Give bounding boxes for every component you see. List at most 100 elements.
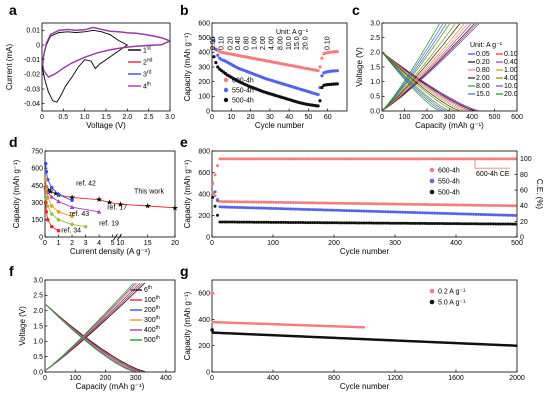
marker-ref. 42 — [70, 198, 74, 203]
legend-marker-550-4h — [429, 178, 435, 184]
point-600-4h — [440, 203, 444, 207]
point-600-4h CE — [440, 157, 444, 161]
point-600-4h CE — [306, 157, 310, 161]
x-tick-label-f: 300 — [130, 375, 142, 382]
x-ticks-b: 0 10 20 30 40 50 60 — [210, 108, 332, 121]
point-500-4h — [223, 220, 227, 224]
y-tick-label-b: 100 — [198, 94, 210, 101]
point-600-4h — [328, 201, 332, 205]
point-600-4h CE — [430, 157, 434, 161]
point-600-4h — [211, 191, 215, 195]
x-tick-label-g: 1200 — [387, 375, 403, 382]
point-500-4h — [481, 222, 485, 226]
legend-label-6th-sup: th — [148, 285, 152, 291]
marker-This work: ★ — [47, 187, 54, 196]
legend-label-5.0 A g⁻¹: 5.0 A g⁻¹ — [438, 300, 466, 307]
point-500-4h — [257, 220, 261, 224]
point-500-4h — [311, 221, 315, 225]
point-600-4h — [313, 201, 317, 205]
point-500-4h — [212, 55, 216, 59]
point-600-4h CE — [386, 157, 390, 161]
point-550-4h — [352, 209, 356, 213]
x-tick-label-e: 300 — [389, 240, 401, 247]
point-600-4h CE — [267, 157, 271, 161]
point-550-4h — [298, 207, 302, 211]
point-550-4h — [455, 212, 459, 216]
point-550-4h — [340, 208, 344, 212]
point-550-4h — [367, 209, 371, 213]
point-600-4h — [303, 201, 307, 205]
x-tick-label-a: 1.5 — [101, 114, 111, 121]
point-500-4h — [499, 222, 503, 226]
point-600-4h — [401, 202, 405, 206]
point-550-4h — [401, 210, 405, 214]
point-500-4h — [511, 222, 515, 226]
panel-letter-c: c — [352, 2, 360, 18]
point-600-4h CE — [477, 157, 481, 161]
rate-label: 2.00 — [260, 36, 267, 50]
y-axis-label-a: Current (mA) — [5, 44, 14, 91]
point-600-4h — [418, 202, 422, 206]
x-ticks-a: 0 0.5 1.0 1.5 2.0 2.5 3.0 — [40, 108, 175, 121]
y-tick-label-c: 2.5 — [370, 35, 380, 42]
point-500-4h — [489, 222, 493, 226]
point-500-4h — [255, 220, 259, 224]
point-500-4h — [455, 222, 459, 226]
point-600-4h — [355, 202, 359, 206]
point-550-4h — [214, 47, 218, 52]
y-tick-label-b: 600 — [198, 20, 210, 27]
point-500-4h — [384, 221, 388, 225]
point-550-4h — [296, 207, 300, 211]
point-600-4h CE — [511, 157, 515, 161]
y-axis-label-f: Voltage (V) — [18, 306, 27, 346]
legend-marker-500-4h — [429, 189, 435, 195]
point-600-4h — [289, 201, 293, 205]
rate-label: 0.10 — [325, 36, 332, 50]
charge-curve-4.00 — [381, 23, 456, 111]
point-500-4h — [328, 221, 332, 225]
x-tick-label-c: 300 — [444, 114, 456, 121]
marker-ref. 43 — [49, 204, 54, 208]
legend-marker-0.2 A g⁻¹ — [429, 288, 435, 294]
point-600-4h — [267, 200, 271, 204]
point-500-4h — [435, 222, 439, 226]
point-600-4h CE — [459, 157, 463, 161]
point-600-4h CE — [447, 157, 451, 161]
point-550-4h — [396, 210, 400, 214]
point-500-4h — [235, 220, 239, 224]
point-600-4h CE — [372, 157, 376, 161]
point-600-4h — [284, 200, 288, 204]
panel-letter-g: g — [180, 263, 189, 279]
point-600-4h — [420, 202, 424, 206]
plot-frame-g — [211, 279, 518, 373]
x-tick-label-c: 400 — [466, 114, 478, 121]
marker-This work: ★ — [68, 193, 75, 202]
point-550-4h — [313, 208, 317, 212]
point-600-4h CE — [308, 157, 312, 161]
point-550-4h — [323, 208, 327, 212]
point-600-4h CE — [252, 157, 256, 161]
x-tick-label-b: 30 — [266, 114, 274, 121]
point-500-4h — [374, 221, 378, 225]
point-600-4h — [362, 202, 366, 206]
series-label-This work: This work — [134, 188, 164, 195]
x-axis-label-d: Current density (A g⁻¹) — [70, 247, 151, 256]
point-500-4h — [367, 221, 371, 225]
point-600-4h — [262, 200, 266, 204]
point-600-4h — [423, 202, 427, 206]
y-tick-label-g: 600 — [198, 291, 210, 298]
y-tick-label-d: 750 — [31, 148, 43, 155]
x-tick-label-d: 2 — [70, 240, 74, 247]
point-600-4h — [291, 201, 295, 205]
point-600-4h — [442, 203, 446, 207]
point-500-4h — [508, 222, 512, 226]
point-550-4h — [272, 206, 276, 210]
point-500-4h — [216, 65, 220, 69]
rate-label: 4.00 — [269, 36, 276, 50]
point-550-4h — [335, 208, 339, 212]
point-500-4h — [413, 221, 417, 225]
discharge-curve-1.00 — [381, 51, 465, 112]
point-600-4h — [223, 200, 227, 204]
point-600-4h — [403, 202, 407, 206]
point-550-4h — [359, 209, 363, 213]
